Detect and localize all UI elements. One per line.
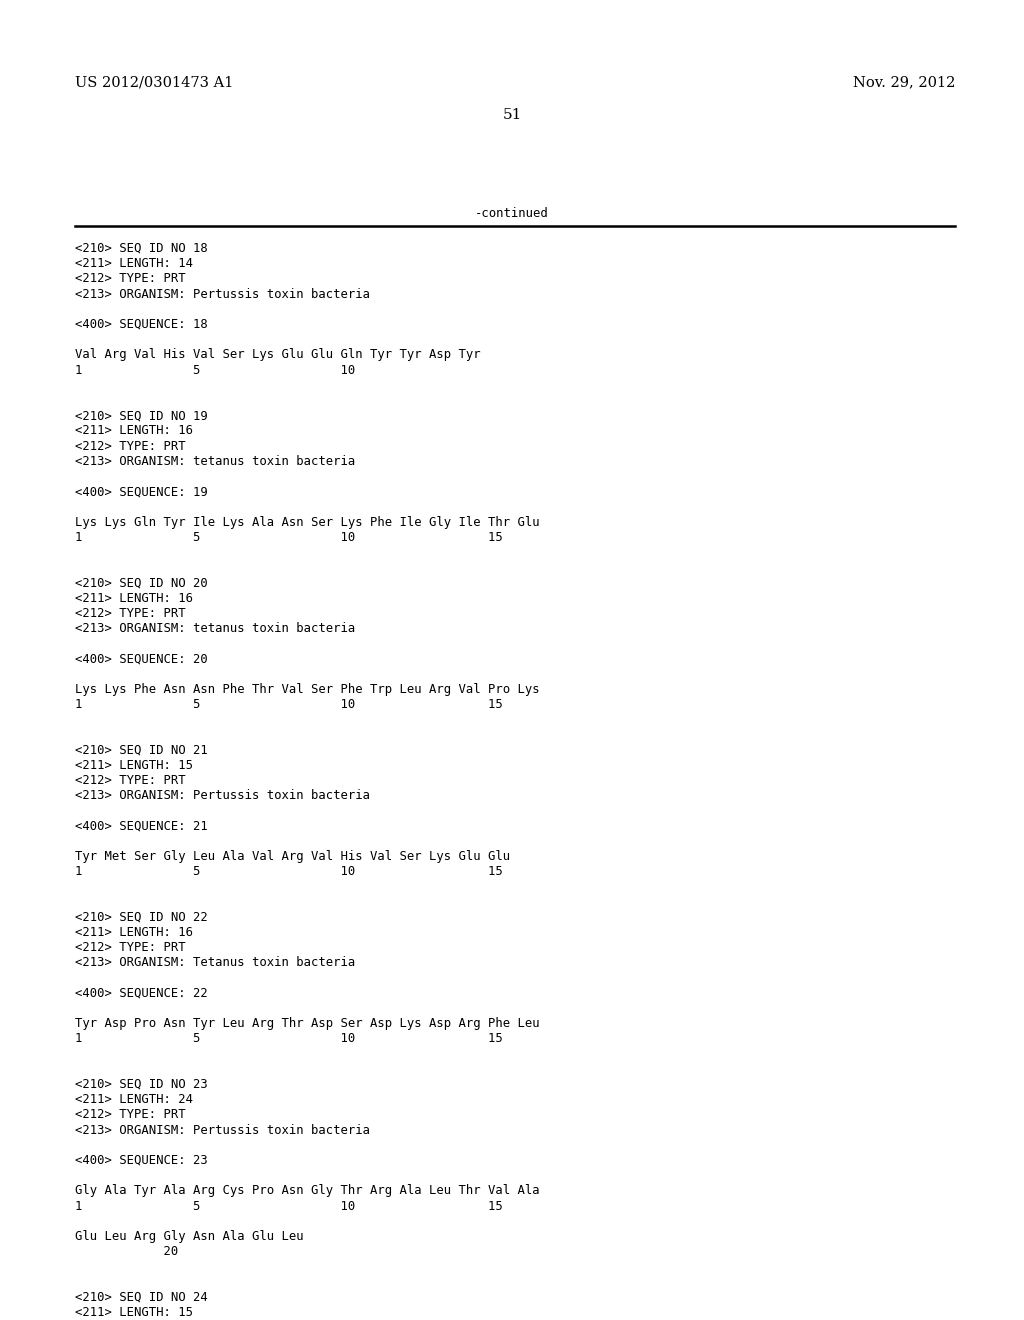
Text: Tyr Met Ser Gly Leu Ala Val Arg Val His Val Ser Lys Glu Glu: Tyr Met Ser Gly Leu Ala Val Arg Val His … [75,850,510,863]
Text: -continued: -continued [475,207,549,220]
Text: <210> SEQ ID NO 22: <210> SEQ ID NO 22 [75,911,208,924]
Text: <212> TYPE: PRT: <212> TYPE: PRT [75,440,185,453]
Text: 20: 20 [75,1245,178,1258]
Text: US 2012/0301473 A1: US 2012/0301473 A1 [75,75,233,88]
Text: <400> SEQUENCE: 23: <400> SEQUENCE: 23 [75,1154,208,1167]
Text: Lys Lys Phe Asn Asn Phe Thr Val Ser Phe Trp Leu Arg Val Pro Lys: Lys Lys Phe Asn Asn Phe Thr Val Ser Phe … [75,682,540,696]
Text: <211> LENGTH: 16: <211> LENGTH: 16 [75,425,193,437]
Text: <400> SEQUENCE: 19: <400> SEQUENCE: 19 [75,486,208,498]
Text: <400> SEQUENCE: 20: <400> SEQUENCE: 20 [75,652,208,665]
Text: Glu Leu Arg Gly Asn Ala Glu Leu: Glu Leu Arg Gly Asn Ala Glu Leu [75,1230,304,1243]
Text: <212> TYPE: PRT: <212> TYPE: PRT [75,1109,185,1122]
Text: <213> ORGANISM: Pertussis toxin bacteria: <213> ORGANISM: Pertussis toxin bacteria [75,1123,370,1137]
Text: <212> TYPE: PRT: <212> TYPE: PRT [75,774,185,787]
Text: <210> SEQ ID NO 24: <210> SEQ ID NO 24 [75,1291,208,1304]
Text: 1               5                   10: 1 5 10 [75,363,355,376]
Text: <211> LENGTH: 14: <211> LENGTH: 14 [75,257,193,271]
Text: <211> LENGTH: 24: <211> LENGTH: 24 [75,1093,193,1106]
Text: <210> SEQ ID NO 21: <210> SEQ ID NO 21 [75,743,208,756]
Text: <213> ORGANISM: Tetanus toxin bacteria: <213> ORGANISM: Tetanus toxin bacteria [75,957,355,969]
Text: <213> ORGANISM: Pertussis toxin bacteria: <213> ORGANISM: Pertussis toxin bacteria [75,789,370,803]
Text: <211> LENGTH: 15: <211> LENGTH: 15 [75,1305,193,1319]
Text: Nov. 29, 2012: Nov. 29, 2012 [853,75,955,88]
Text: Gly Ala Tyr Ala Arg Cys Pro Asn Gly Thr Arg Ala Leu Thr Val Ala: Gly Ala Tyr Ala Arg Cys Pro Asn Gly Thr … [75,1184,540,1197]
Text: <400> SEQUENCE: 18: <400> SEQUENCE: 18 [75,318,208,331]
Text: <213> ORGANISM: tetanus toxin bacteria: <213> ORGANISM: tetanus toxin bacteria [75,455,355,467]
Text: <210> SEQ ID NO 23: <210> SEQ ID NO 23 [75,1078,208,1092]
Text: <212> TYPE: PRT: <212> TYPE: PRT [75,272,185,285]
Text: <210> SEQ ID NO 19: <210> SEQ ID NO 19 [75,409,208,422]
Text: Val Arg Val His Val Ser Lys Glu Glu Gln Tyr Tyr Asp Tyr: Val Arg Val His Val Ser Lys Glu Glu Gln … [75,348,480,362]
Text: 51: 51 [503,108,521,121]
Text: <212> TYPE: PRT: <212> TYPE: PRT [75,941,185,954]
Text: Tyr Asp Pro Asn Tyr Leu Arg Thr Asp Ser Asp Lys Asp Arg Phe Leu: Tyr Asp Pro Asn Tyr Leu Arg Thr Asp Ser … [75,1018,540,1030]
Text: Lys Lys Gln Tyr Ile Lys Ala Asn Ser Lys Phe Ile Gly Ile Thr Glu: Lys Lys Gln Tyr Ile Lys Ala Asn Ser Lys … [75,516,540,528]
Text: <211> LENGTH: 16: <211> LENGTH: 16 [75,927,193,939]
Text: <210> SEQ ID NO 20: <210> SEQ ID NO 20 [75,577,208,590]
Text: 1               5                   10                  15: 1 5 10 15 [75,1032,503,1045]
Text: 1               5                   10                  15: 1 5 10 15 [75,698,503,711]
Text: <211> LENGTH: 16: <211> LENGTH: 16 [75,591,193,605]
Text: <213> ORGANISM: tetanus toxin bacteria: <213> ORGANISM: tetanus toxin bacteria [75,622,355,635]
Text: 1               5                   10                  15: 1 5 10 15 [75,865,503,878]
Text: 1               5                   10                  15: 1 5 10 15 [75,531,503,544]
Text: <212> TYPE: PRT: <212> TYPE: PRT [75,607,185,620]
Text: <211> LENGTH: 15: <211> LENGTH: 15 [75,759,193,772]
Text: <213> ORGANISM: Pertussis toxin bacteria: <213> ORGANISM: Pertussis toxin bacteria [75,288,370,301]
Text: <210> SEQ ID NO 18: <210> SEQ ID NO 18 [75,242,208,255]
Text: 1               5                   10                  15: 1 5 10 15 [75,1200,503,1213]
Text: <400> SEQUENCE: 22: <400> SEQUENCE: 22 [75,987,208,999]
Text: <400> SEQUENCE: 21: <400> SEQUENCE: 21 [75,820,208,833]
